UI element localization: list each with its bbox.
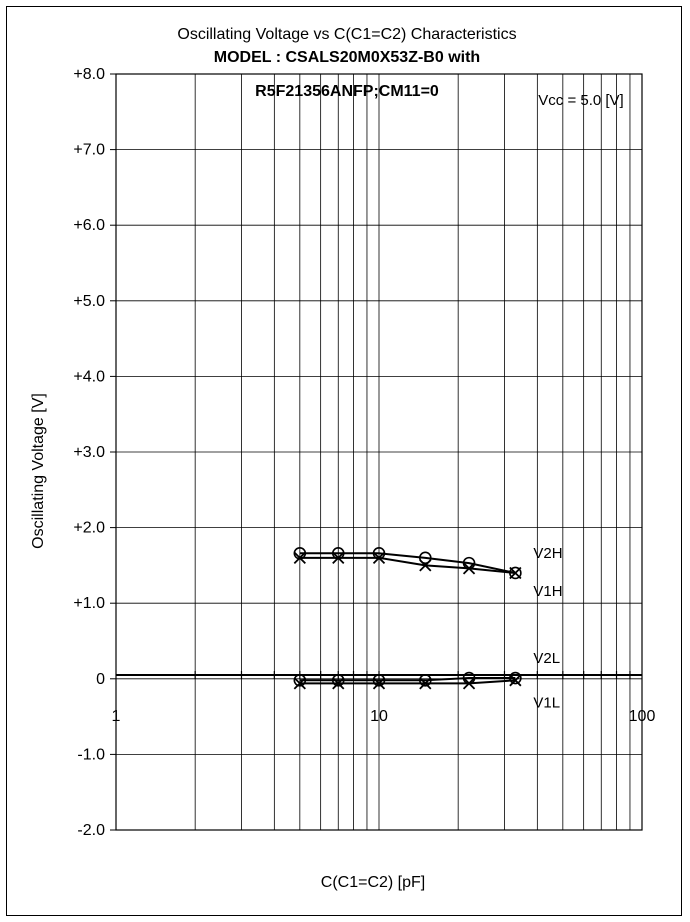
- x-tick-label: 1: [112, 708, 121, 725]
- y-tick-label: +8.0: [73, 66, 105, 83]
- marker-cross-v1h: [293, 551, 306, 564]
- y-tick-label: +2.0: [73, 520, 105, 537]
- x-tick-label: 10: [370, 708, 388, 725]
- x-axis-label: C(C1=C2) [pF]: [321, 874, 425, 891]
- marker-cross-v1l: [419, 677, 432, 690]
- plot-border: [115, 73, 643, 831]
- series-label-v1l: V1L: [533, 694, 560, 711]
- y-tick-label: -2.0: [77, 822, 105, 839]
- marker-cross-v1l: [293, 677, 306, 690]
- chart-subtitle-line-1: MODEL : CSALS20M0X53Z-B0 with: [214, 49, 480, 66]
- y-tick-label: +5.0: [73, 293, 105, 310]
- tick-labels: +8.0 +7.0 +6.0 +5.0 +4.0 +3.0 +2.0 +1.0 0 -1.0 -2.…: [73, 66, 655, 839]
- series-label-v1h: V1H: [533, 583, 562, 600]
- vcc-annotation: Vcc = 5.0 [V]: [538, 92, 623, 109]
- marker-cross-v1h: [332, 551, 345, 564]
- y-tick-label: +4.0: [73, 368, 105, 385]
- marker-cross-v1h: [372, 551, 386, 564]
- series-line-v2l: [299, 677, 516, 682]
- marker-circle-v2h: [419, 551, 432, 565]
- series-group: [293, 547, 522, 690]
- marker-cross-v1h: [419, 559, 432, 572]
- marker-circle-v2l: [509, 671, 522, 685]
- series-label-v2h: V2H: [533, 545, 562, 562]
- marker-circle-v2l: [293, 674, 307, 687]
- chart-subtitle-line-2: R5F21356ANFP;CM11=0: [255, 83, 439, 100]
- marker-circle-v2l: [372, 674, 386, 687]
- y-tick-label: +6.0: [73, 217, 105, 234]
- series-line-v2h: [299, 552, 516, 574]
- marker-circle-v2l: [419, 674, 432, 687]
- chart-frame: +8.0 +7.0 +6.0 +5.0 +4.0 +3.0 +2.0 +1.0 0 -1.0 -2.…: [6, 6, 682, 916]
- y-tick-label: +1.0: [73, 595, 105, 612]
- series-labels: V2H V1H V2L V1L: [533, 545, 562, 711]
- marker-cross-v1l: [332, 677, 345, 690]
- y-tick-label: +7.0: [73, 142, 105, 159]
- marker-cross-v1h: [462, 562, 476, 575]
- y-tick-label: -1.0: [77, 746, 105, 763]
- marker-cross-v1l: [509, 674, 522, 687]
- marker-circle-v2l: [331, 674, 345, 687]
- marker-cross-v1l: [462, 677, 476, 690]
- series-line-v1h: [299, 556, 516, 574]
- marker-cross-v1l: [372, 677, 386, 690]
- x-tick-label: 100: [629, 708, 656, 725]
- chart-title: Oscillating Voltage vs C(C1=C2) Characte…: [177, 26, 516, 43]
- chart: +8.0 +7.0 +6.0 +5.0 +4.0 +3.0 +2.0 +1.0 0 -1.0 -2.…: [30, 26, 655, 891]
- series-label-v2l: V2L: [533, 650, 560, 667]
- y-axis-label: Oscillating Voltage [V]: [30, 393, 47, 549]
- marker-cross-v1h: [509, 566, 522, 580]
- y-tick-label: 0: [96, 671, 105, 688]
- y-tick-label: +3.0: [73, 444, 105, 461]
- series-line-v1l: [299, 679, 516, 685]
